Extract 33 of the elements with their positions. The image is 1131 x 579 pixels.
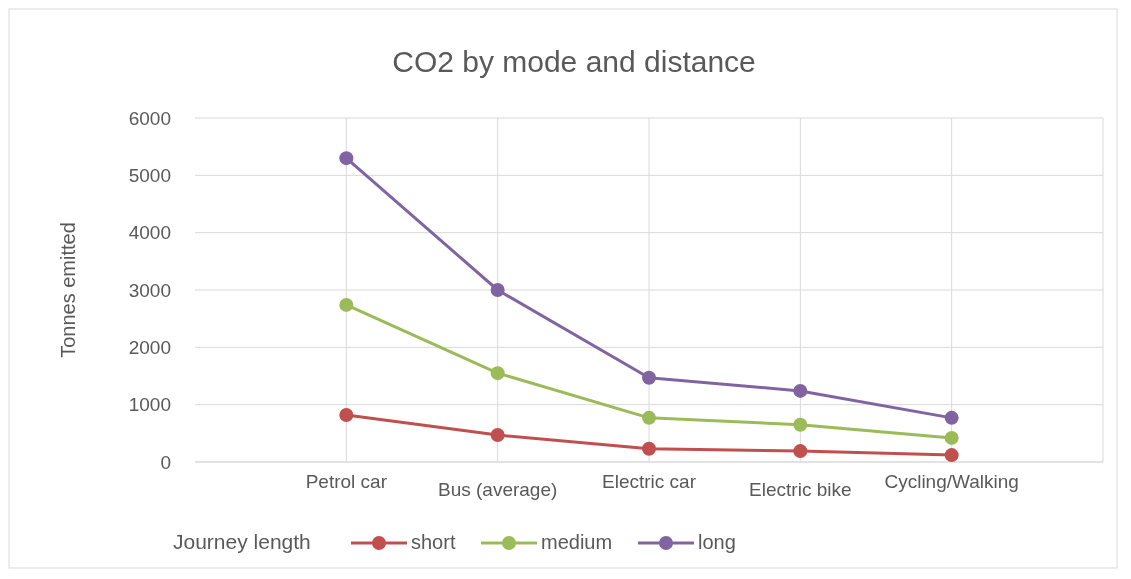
point [944, 410, 959, 425]
legend-label: long [698, 531, 736, 553]
legend-title: Journey length [173, 530, 311, 553]
legend-label: short [411, 531, 456, 553]
x-tick-label: Bus (average) [437, 479, 558, 500]
x-tick-label: Electric car [602, 471, 697, 492]
point [490, 283, 505, 297]
y-tick-label: 3000 [128, 279, 171, 301]
y-tick-label: 5000 [128, 164, 171, 186]
x-tick-label: Electric bike [749, 479, 852, 500]
point [944, 448, 959, 463]
y-tick-label: 2000 [128, 336, 171, 358]
point [793, 417, 808, 432]
y-axis-title: Tonnes emitted [57, 222, 79, 358]
chart-title: CO2 by mode and distance [392, 45, 756, 78]
point [944, 430, 959, 445]
x-tick-label: Petrol car [305, 471, 388, 492]
y-tick-label: 0 [160, 451, 171, 473]
point [339, 297, 354, 312]
point [339, 407, 354, 422]
point [793, 444, 808, 459]
point [490, 366, 505, 381]
y-tick-label: 4000 [128, 222, 171, 244]
legend-label: medium [541, 531, 613, 553]
point [642, 441, 656, 456]
point [793, 383, 808, 398]
point [642, 370, 656, 385]
point [339, 151, 354, 166]
x-tick-label: Cycling/Walking [884, 471, 1019, 492]
point [490, 428, 505, 443]
y-tick-label: 1000 [128, 394, 171, 416]
point [642, 410, 656, 425]
y-tick-label: 6000 [128, 107, 171, 129]
